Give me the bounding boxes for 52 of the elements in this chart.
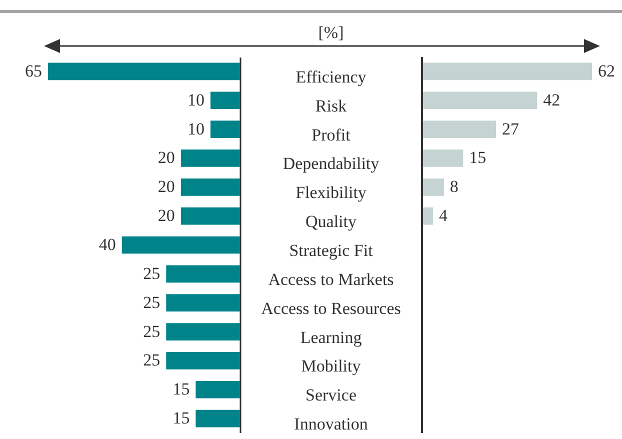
y-tick-label: Efficiency	[296, 67, 367, 86]
y-tick-label: Access to Markets	[268, 270, 394, 289]
data-label: 20	[158, 206, 175, 226]
data-label: 65	[25, 61, 42, 80]
y-tick-label: Service	[306, 386, 356, 405]
y-tick-label: Strategic Fit	[289, 241, 374, 260]
data-label: 15	[172, 408, 190, 428]
y-tick-label: Dependability	[282, 154, 380, 174]
bar	[122, 236, 240, 254]
y-tick-label: Flexibility	[296, 183, 367, 202]
bar	[180, 178, 240, 196]
data-label: 20	[158, 148, 175, 168]
bar	[210, 120, 240, 138]
y-tick-label: Quality	[306, 212, 357, 232]
data-label: 8	[450, 177, 458, 196]
data-label: 10	[187, 119, 204, 138]
data-label: 27	[502, 119, 520, 138]
data-label: 10	[187, 90, 204, 110]
bar	[422, 150, 464, 167]
y-tick-label: Learning	[300, 328, 362, 347]
bar	[196, 410, 240, 428]
data-label: 40	[98, 235, 116, 254]
bar	[422, 62, 592, 80]
data-label: 25	[143, 322, 160, 341]
bar	[166, 352, 240, 370]
bar	[166, 323, 240, 340]
y-tick-label: Profit	[312, 125, 351, 144]
bar	[422, 207, 433, 225]
y-tick-label: Mobility	[301, 356, 362, 376]
data-label: 25	[143, 264, 160, 283]
bar	[196, 380, 240, 398]
bar	[166, 294, 240, 312]
bar	[180, 150, 240, 167]
data-label: 20	[158, 177, 175, 196]
bar	[180, 207, 240, 225]
bar	[48, 62, 240, 80]
data-label: 15	[172, 380, 190, 399]
bar	[422, 178, 444, 196]
data-label: 4	[438, 206, 448, 226]
y-tick-label: Access to Resources	[261, 298, 401, 318]
data-label: 15	[469, 148, 486, 168]
data-label: 62	[598, 61, 615, 80]
data-label: 25	[143, 350, 160, 370]
data-label: 25	[143, 292, 160, 312]
y-tick-label: Innovation	[294, 414, 368, 434]
bar	[422, 92, 538, 110]
bar	[422, 120, 496, 138]
y-tick-label: Risk	[315, 96, 348, 116]
bar	[166, 265, 240, 283]
data-label: 42	[543, 90, 560, 110]
bar	[210, 92, 240, 110]
x-axis-title: [%]	[317, 23, 345, 43]
